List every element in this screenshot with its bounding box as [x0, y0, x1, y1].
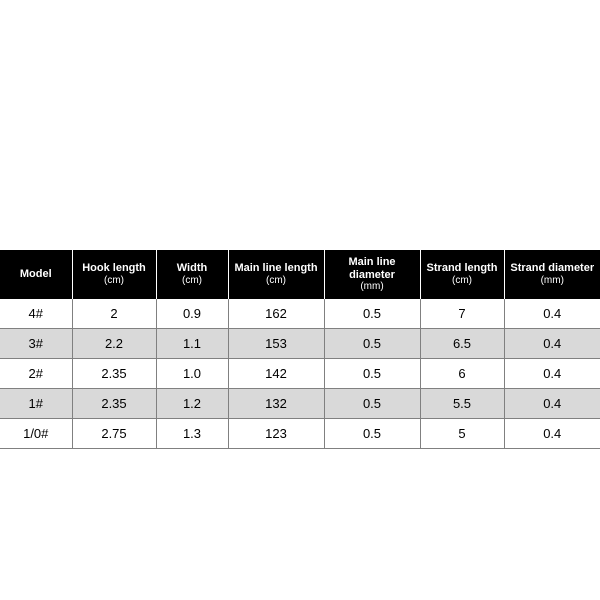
col-width: Width (cm): [156, 250, 228, 299]
col-sub: (mm): [327, 281, 418, 293]
cell: 0.4: [504, 418, 600, 448]
cell: 0.4: [504, 358, 600, 388]
table-row: 3# 2.2 1.1 153 0.5 6.5 0.4: [0, 328, 600, 358]
col-strand-length: Strand length (cm): [420, 250, 504, 299]
col-sub: (cm): [75, 275, 154, 287]
table-header: Model Hook length (cm) Width (cm) Main l…: [0, 250, 600, 299]
cell: 1.0: [156, 358, 228, 388]
cell: 2: [72, 299, 156, 329]
spec-table: Model Hook length (cm) Width (cm) Main l…: [0, 250, 600, 449]
cell: 0.4: [504, 299, 600, 329]
cell: 123: [228, 418, 324, 448]
spec-table-container: Model Hook length (cm) Width (cm) Main l…: [0, 250, 600, 449]
table-row: 1/0# 2.75 1.3 123 0.5 5 0.4: [0, 418, 600, 448]
col-main-line-diameter: Main line diameter (mm): [324, 250, 420, 299]
col-label: Model: [20, 268, 52, 280]
cell: 3#: [0, 328, 72, 358]
col-label: Strand length: [427, 262, 498, 274]
cell: 5.5: [420, 388, 504, 418]
cell: 4#: [0, 299, 72, 329]
col-sub: (cm): [231, 275, 322, 287]
cell: 6: [420, 358, 504, 388]
cell: 162: [228, 299, 324, 329]
col-label: Main line length: [234, 262, 317, 274]
table-row: 2# 2.35 1.0 142 0.5 6 0.4: [0, 358, 600, 388]
col-hook-length: Hook length (cm): [72, 250, 156, 299]
table-row: 4# 2 0.9 162 0.5 7 0.4: [0, 299, 600, 329]
col-sub: (cm): [159, 275, 226, 287]
col-label: Strand diameter: [510, 262, 594, 274]
cell: 2#: [0, 358, 72, 388]
col-label: Width: [177, 262, 207, 274]
cell: 142: [228, 358, 324, 388]
cell: 0.5: [324, 328, 420, 358]
table-row: 1# 2.35 1.2 132 0.5 5.5 0.4: [0, 388, 600, 418]
cell: 2.35: [72, 388, 156, 418]
cell: 132: [228, 388, 324, 418]
cell: 2.35: [72, 358, 156, 388]
cell: 1.1: [156, 328, 228, 358]
col-sub: (mm): [507, 275, 599, 287]
cell: 0.5: [324, 418, 420, 448]
col-model: Model: [0, 250, 72, 299]
cell: 0.4: [504, 328, 600, 358]
cell: 0.5: [324, 358, 420, 388]
table-body: 4# 2 0.9 162 0.5 7 0.4 3# 2.2 1.1 153 0.…: [0, 299, 600, 449]
col-label: Main line diameter: [348, 256, 395, 281]
cell: 0.9: [156, 299, 228, 329]
col-label: Hook length: [82, 262, 146, 274]
cell: 153: [228, 328, 324, 358]
cell: 2.2: [72, 328, 156, 358]
cell: 2.75: [72, 418, 156, 448]
cell: 6.5: [420, 328, 504, 358]
cell: 1#: [0, 388, 72, 418]
cell: 7: [420, 299, 504, 329]
cell: 1.3: [156, 418, 228, 448]
cell: 5: [420, 418, 504, 448]
col-sub: (cm): [423, 275, 502, 287]
canvas: Model Hook length (cm) Width (cm) Main l…: [0, 0, 600, 600]
cell: 1.2: [156, 388, 228, 418]
cell: 0.5: [324, 299, 420, 329]
cell: 1/0#: [0, 418, 72, 448]
col-main-line-length: Main line length (cm): [228, 250, 324, 299]
col-strand-diameter: Strand diameter (mm): [504, 250, 600, 299]
cell: 0.4: [504, 388, 600, 418]
cell: 0.5: [324, 388, 420, 418]
